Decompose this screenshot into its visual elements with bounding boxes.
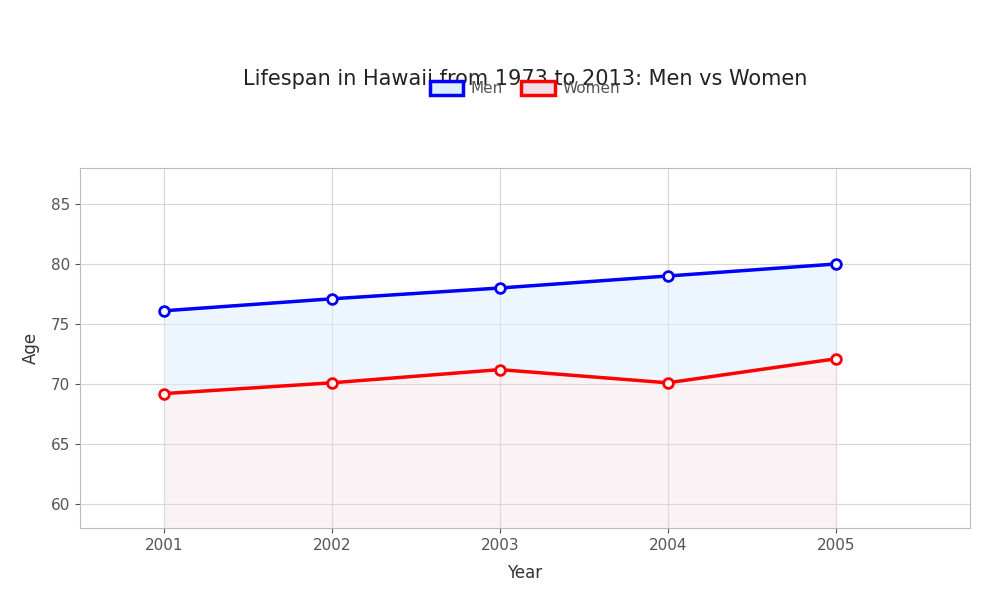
Men [158, 307, 170, 314]
Women [662, 379, 674, 386]
Line: Men: Men [159, 259, 841, 316]
Men [326, 295, 338, 302]
X-axis label: Year: Year [507, 564, 543, 582]
Men [494, 284, 506, 292]
Y-axis label: Age: Age [22, 332, 40, 364]
Women [158, 390, 170, 397]
Women [830, 355, 842, 362]
Women [326, 379, 338, 386]
Line: Women: Women [159, 354, 841, 398]
Legend: Men, Women: Men, Women [424, 75, 626, 102]
Title: Lifespan in Hawaii from 1973 to 2013: Men vs Women: Lifespan in Hawaii from 1973 to 2013: Me… [243, 68, 807, 89]
Men [830, 260, 842, 268]
Women [494, 366, 506, 373]
Men [662, 272, 674, 280]
